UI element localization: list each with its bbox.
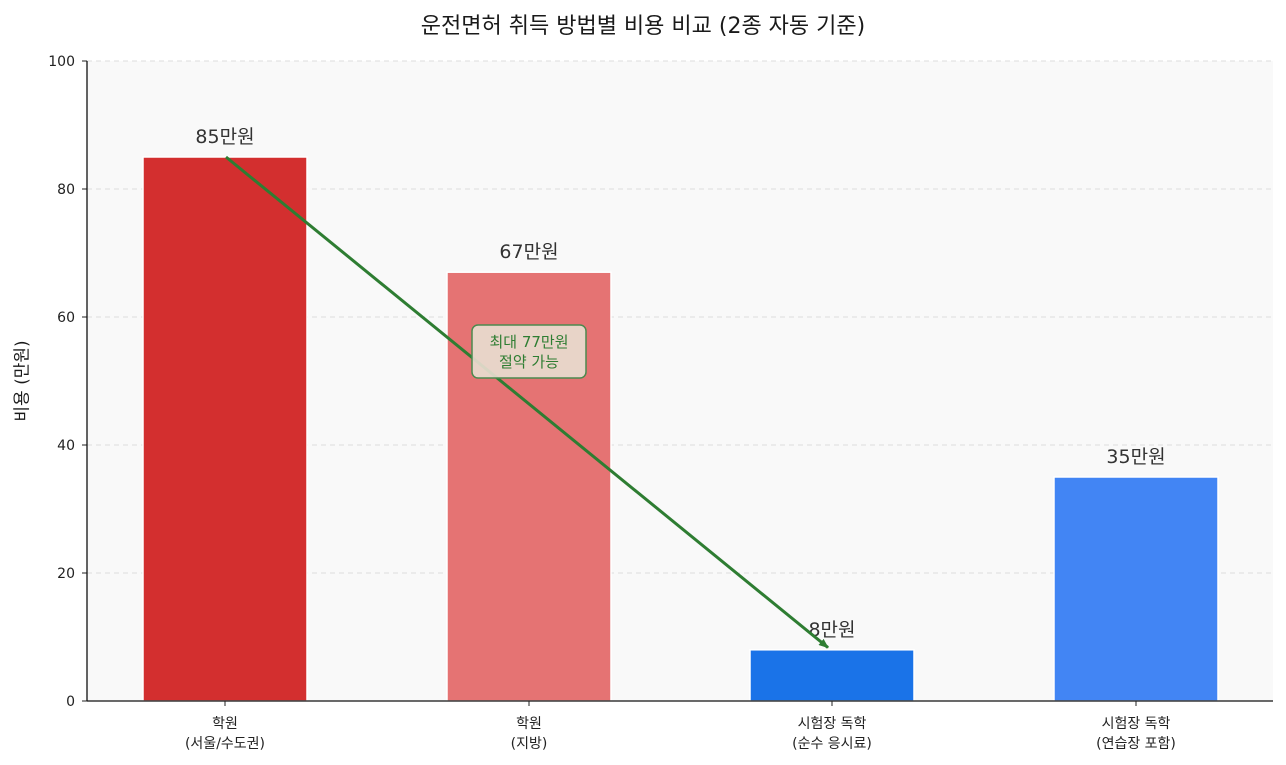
x-tick-label: 학원 bbox=[212, 716, 238, 732]
x-tick-label-sub: (서울/수도권) bbox=[185, 736, 265, 752]
y-tick-label: 60 bbox=[57, 310, 75, 326]
annotation-line1: 최대 77만원 bbox=[489, 333, 568, 351]
x-tick-label-sub: (연습장 포함) bbox=[1096, 736, 1176, 752]
x-tick-label-sub: (지방) bbox=[511, 736, 548, 752]
bar bbox=[142, 156, 308, 702]
bar-value-label: 8만원 bbox=[808, 619, 855, 641]
annotation-line2: 절약 가능 bbox=[499, 353, 559, 371]
y-tick-label: 100 bbox=[48, 54, 75, 70]
bar-value-label: 67만원 bbox=[499, 241, 558, 263]
y-tick-label: 0 bbox=[66, 694, 75, 710]
savings-arrow bbox=[225, 155, 829, 649]
x-tick-label: 시험장 독학 bbox=[798, 716, 867, 732]
y-tick-label: 80 bbox=[57, 182, 75, 198]
bar bbox=[1053, 476, 1219, 702]
x-tick-label: 학원 bbox=[516, 716, 542, 732]
bar-value-label: 35만원 bbox=[1106, 446, 1165, 468]
bar-value-label: 85만원 bbox=[195, 126, 254, 148]
bar bbox=[749, 649, 915, 702]
chart-title: 운전면허 취득 방법별 비용 비교 (2종 자동 기준) bbox=[420, 14, 866, 39]
y-tick-label: 40 bbox=[57, 438, 75, 454]
x-tick-label: 시험장 독학 bbox=[1102, 716, 1171, 732]
x-tick-label-sub: (순수 응시료) bbox=[792, 736, 872, 752]
y-tick-label: 20 bbox=[57, 566, 75, 582]
